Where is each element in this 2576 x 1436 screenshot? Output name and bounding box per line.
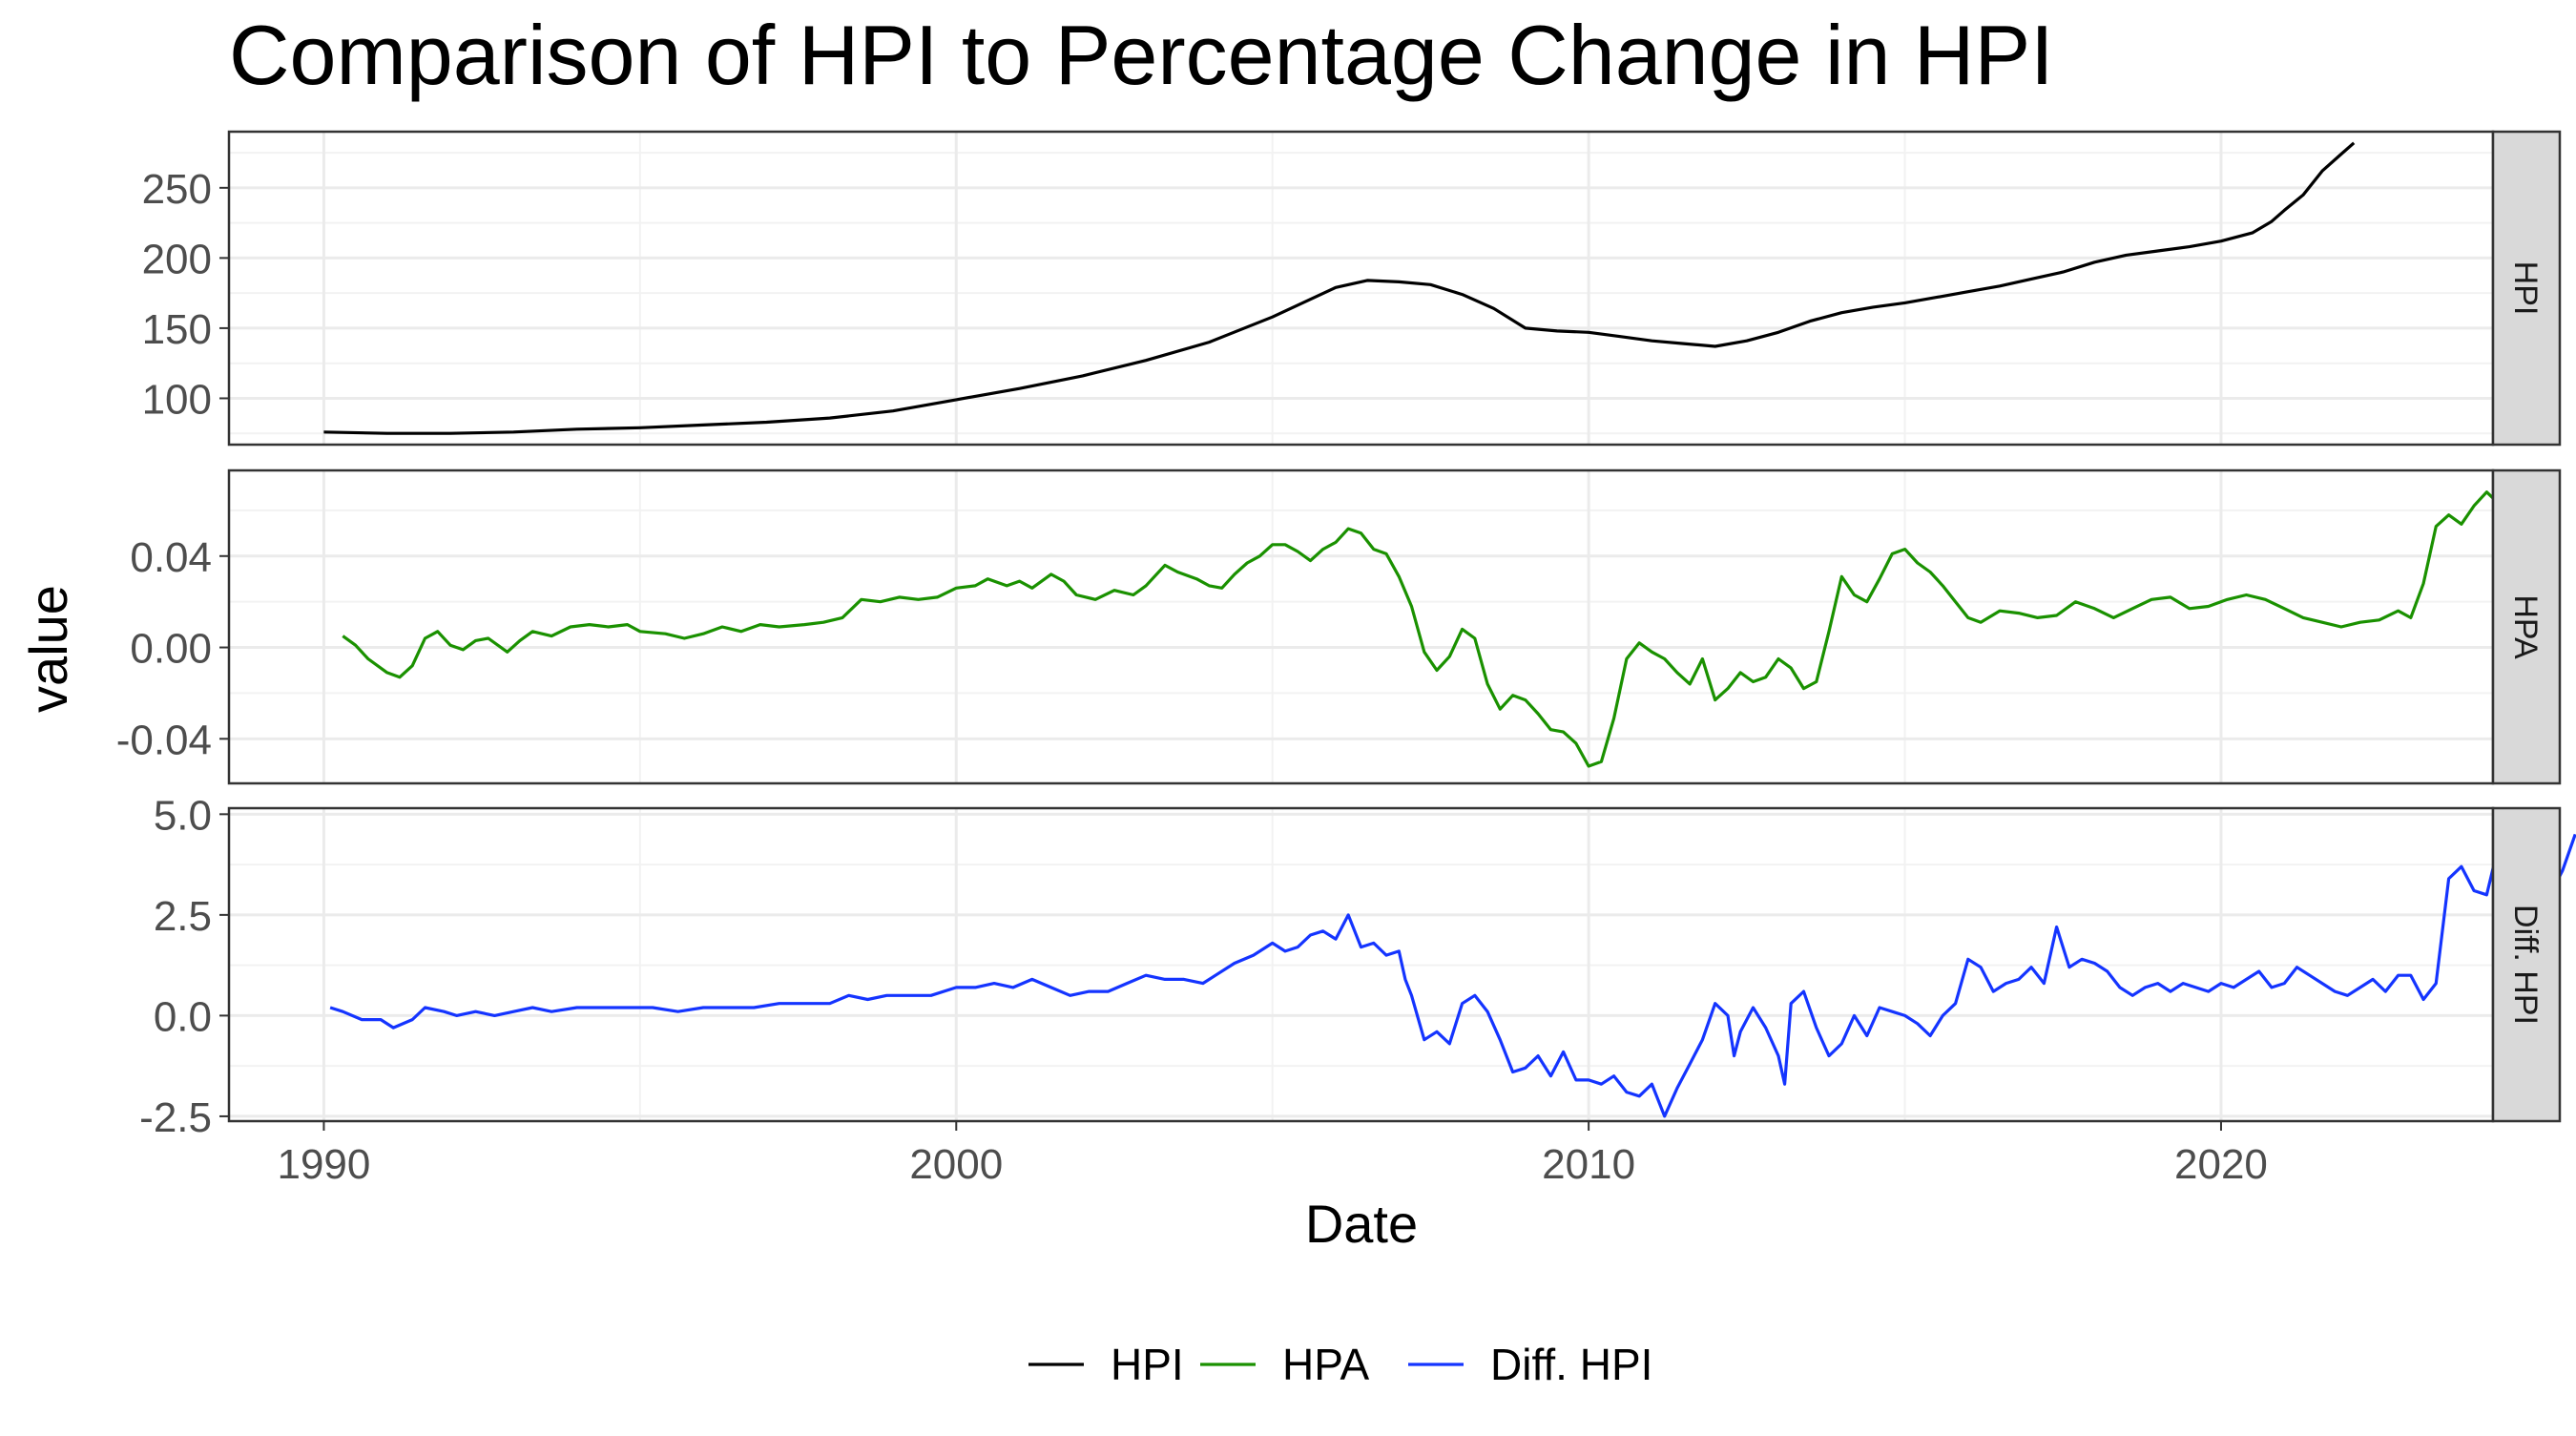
y-tick-label: 5.0 [154, 792, 212, 839]
facet-strip-label: HPA [2507, 594, 2544, 659]
y-axis-label: value [18, 585, 78, 713]
legend: HPI HPA Diff. HPI [1028, 1340, 1652, 1389]
y-tick-label: 100 [142, 376, 212, 423]
chart-title: Comparison of HPI to Percentage Change i… [229, 8, 2054, 102]
x-tick-label: 2000 [909, 1141, 1003, 1188]
y-tick-label: -0.04 [116, 717, 212, 763]
x-axis-label: Date [1305, 1194, 1418, 1254]
legend-label-2: HPA [1282, 1340, 1369, 1389]
facet-panels: 100 150 200 250 HPI -0.04 0.00 0.04 HPA -2.5 0.0 2.… [116, 130, 2576, 1188]
x-tick-label: 1990 [277, 1141, 370, 1188]
y-tick-label: 2.5 [154, 893, 212, 940]
y-tick-label: 150 [142, 306, 212, 353]
x-axis: 1990 2000 2010 2020 [277, 1121, 2268, 1188]
y-tick-label: 250 [142, 166, 212, 213]
facet-panel-1: 100 150 200 250 HPI [142, 130, 2562, 447]
legend-label-1: HPI [1111, 1340, 1184, 1389]
y-tick-label: 200 [142, 236, 212, 282]
facet-strip [2491, 130, 2562, 447]
x-tick-label: 2020 [2174, 1141, 2268, 1188]
facet-panel-3: -2.5 0.0 2.5 5.0 Diff. HPI [139, 792, 2576, 1141]
y-tick-label: 0.0 [154, 993, 212, 1040]
facet-strip-label: HPI [2507, 261, 2544, 316]
series-line-hpi [323, 141, 2356, 435]
x-tick-label: 2010 [1542, 1141, 1635, 1188]
facet-strip [2491, 806, 2562, 1123]
facet-strip-label: Diff. HPI [2507, 905, 2544, 1025]
y-tick-label: -2.5 [139, 1094, 212, 1141]
y-tick-label: 0.00 [130, 626, 212, 673]
series-line-diff-hpi [329, 812, 2576, 1118]
legend-label-3: Diff. HPI [1490, 1340, 1652, 1389]
series-line-hpa [342, 490, 2545, 768]
facet-strip [2491, 468, 2562, 785]
facet-panel-2: -0.04 0.00 0.04 HPA [116, 468, 2562, 785]
y-tick-label: 0.04 [130, 534, 212, 581]
